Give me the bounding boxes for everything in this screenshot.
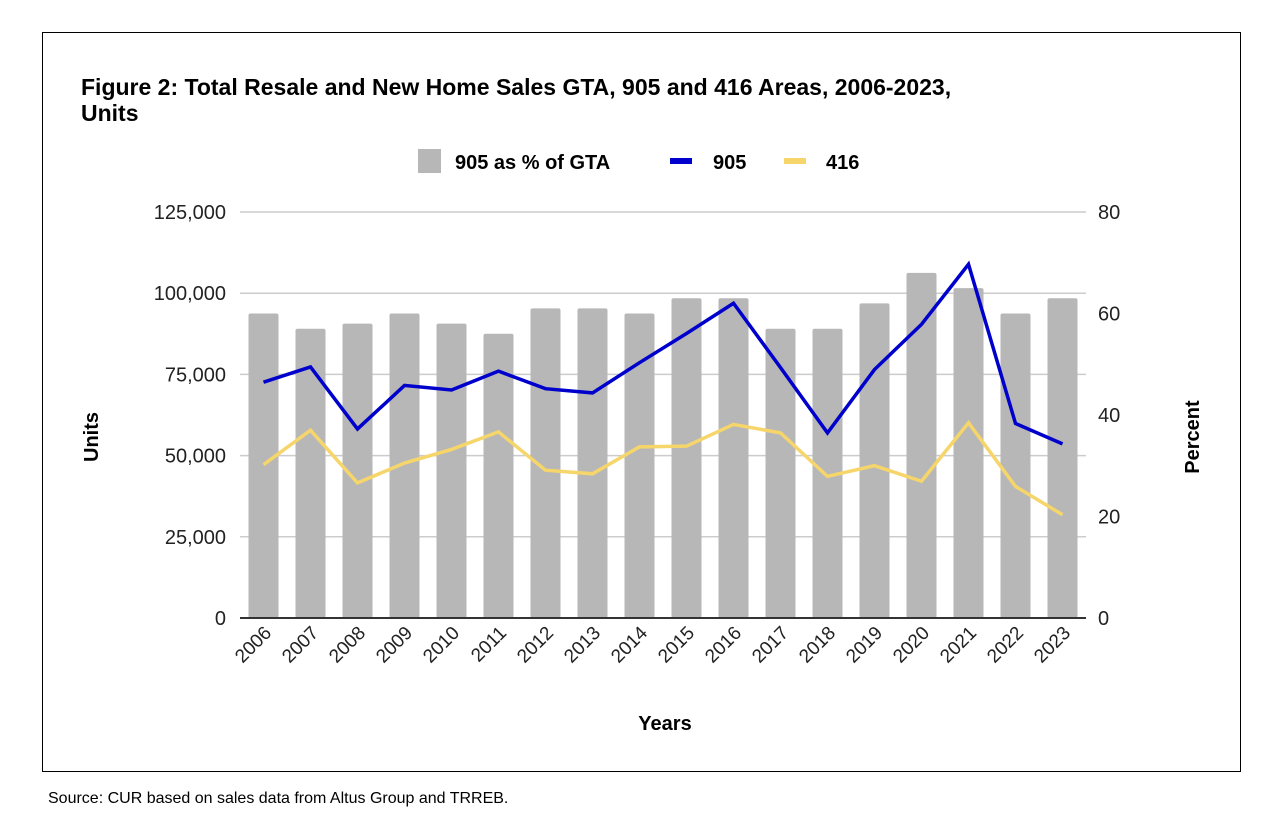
chart-title-line2: Units: [81, 100, 139, 126]
line-series-416: [262, 419, 1064, 517]
x-tick-label: 2023: [1030, 623, 1075, 668]
x-tick-label: 2017: [748, 623, 793, 668]
bar: [248, 313, 279, 618]
bar: [436, 323, 467, 618]
x-tick-label: 2020: [889, 623, 934, 668]
y-tick-label: 75,000: [165, 364, 226, 386]
x-tick-label: 2007: [278, 623, 323, 668]
bar: [1000, 313, 1031, 618]
x-tick-label: 2015: [654, 623, 699, 668]
y-tick-label: 100,000: [154, 283, 226, 305]
bar: [812, 328, 843, 618]
legend-label-pct: 905 as % of GTA: [455, 152, 610, 174]
legend-swatch-bar: [418, 149, 441, 173]
x-tick-label: 2011: [467, 623, 511, 667]
legend-label-416: 416: [826, 152, 859, 174]
x-axis-title: Years: [638, 713, 691, 735]
chart-title-line1: Figure 2: Total Resale and New Home Sale…: [81, 74, 951, 100]
y2-axis-title: Percent: [1182, 400, 1204, 474]
x-tick-label: 2014: [607, 622, 652, 667]
y2-tick-label: 40: [1098, 405, 1120, 427]
y2-tick-label: 60: [1098, 304, 1120, 326]
bar: [1047, 298, 1078, 618]
y-tick-label: 125,000: [154, 202, 226, 224]
x-tick-label: 2022: [983, 623, 1028, 668]
bar: [295, 328, 326, 618]
bar: [906, 272, 937, 618]
x-tick-label: 2019: [842, 623, 887, 668]
y-tick-label: 0: [215, 608, 226, 630]
legend: 905 as % of GTA 905 416: [418, 149, 859, 174]
bar: [718, 298, 749, 618]
x-tick-label: 2006: [231, 623, 276, 668]
bar: [389, 313, 420, 618]
x-tick-label: 2009: [372, 623, 417, 668]
x-tick-label: 2010: [419, 623, 464, 668]
x-tick-label: 2008: [325, 623, 370, 668]
x-tick-label: 2012: [513, 623, 558, 668]
bar: [765, 328, 796, 618]
bar: [483, 333, 514, 618]
x-tick-label: 2013: [560, 623, 605, 668]
y2-tick-label: 80: [1098, 202, 1120, 224]
bar: [577, 308, 608, 618]
bar: [671, 298, 702, 618]
y-tick-label: 50,000: [165, 446, 226, 468]
x-tick-label: 2021: [936, 623, 981, 668]
line-series-905: [262, 260, 1064, 446]
x-tick-label: 2018: [795, 623, 840, 668]
source-note: Source: CUR based on sales data from Alt…: [48, 790, 509, 807]
x-tick-label: 2016: [701, 623, 746, 668]
bar: [624, 313, 655, 618]
y2-tick-label: 20: [1098, 507, 1120, 529]
legend-swatch-905: [670, 158, 692, 164]
bar: [342, 323, 373, 618]
y-axis-title: Units: [81, 412, 103, 462]
legend-label-905: 905: [713, 152, 746, 174]
bar: [953, 288, 984, 618]
chart-frame: [42, 32, 1241, 772]
legend-swatch-416: [784, 158, 806, 164]
y-tick-label: 25,000: [165, 527, 226, 549]
bar: [859, 303, 890, 618]
y2-tick-label: 0: [1098, 608, 1109, 630]
